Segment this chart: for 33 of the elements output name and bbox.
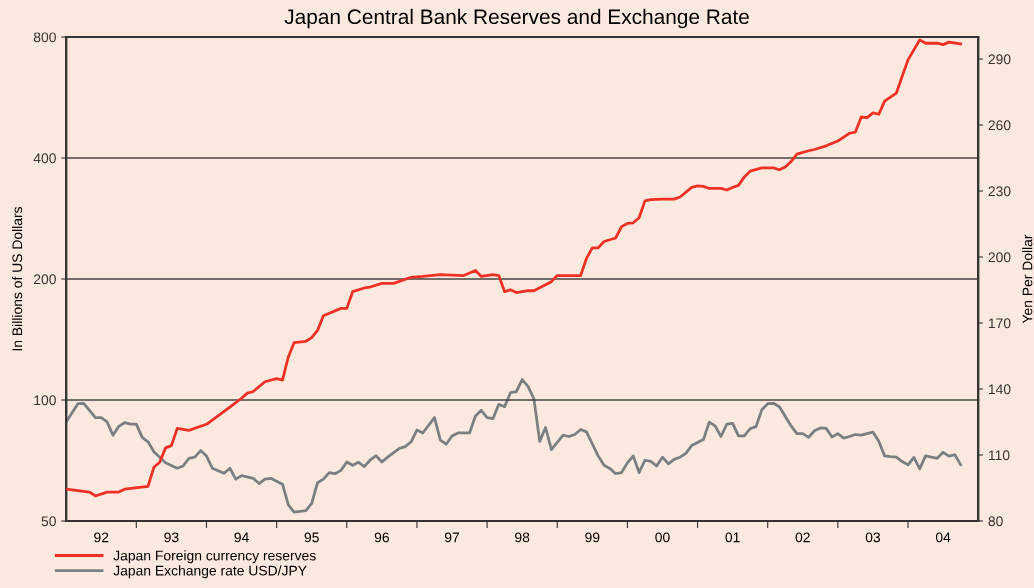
- x-tick-label: 95: [304, 532, 319, 543]
- x-tick-label: 97: [444, 532, 460, 543]
- y2-axis-title: Yen Per Dollar: [1022, 234, 1033, 324]
- x-tick-label: 96: [374, 532, 389, 543]
- y-tick-label: 50: [41, 516, 56, 527]
- y2-tick-label: 230: [988, 186, 1011, 197]
- x-tick-label: 04: [935, 532, 951, 543]
- x-tick-label: 03: [865, 532, 881, 543]
- y2-tick-label: 140: [988, 384, 1011, 395]
- x-tick-label: 00: [655, 532, 670, 543]
- x-tick-label: 94: [234, 532, 249, 543]
- line-series: [66, 38, 963, 498]
- y-tick-label: 400: [33, 153, 56, 164]
- x-tick-label: 93: [164, 532, 179, 543]
- legend-label: Japan Exchange rate USD/JPY: [113, 565, 307, 579]
- legend-label: Japan Foreign currency reserves: [113, 550, 316, 564]
- y2-tick-label: 260: [988, 120, 1011, 131]
- x-tick-label: 92: [94, 532, 109, 543]
- y-axis-title: In Billions of US Dollars: [12, 206, 23, 351]
- y2-tick-label: 290: [988, 54, 1011, 65]
- y2-tick-label: 170: [988, 318, 1011, 329]
- line-series: [66, 378, 963, 514]
- x-tick-label: 02: [795, 532, 810, 543]
- y-tick-label: 200: [33, 274, 56, 285]
- y2-tick-label: 110: [988, 450, 1010, 461]
- x-tick-label: 01: [725, 532, 740, 543]
- x-tick-label: 99: [585, 532, 600, 543]
- y-tick-label: 800: [33, 32, 56, 43]
- y2-tick-label: 200: [988, 252, 1011, 263]
- y-tick-label: 100: [34, 395, 56, 406]
- x-tick-label: 98: [515, 532, 530, 543]
- chart-title: Japan Central Bank Reserves and Exchange Rate: [284, 8, 749, 29]
- y2-tick-label: 80: [988, 516, 1003, 527]
